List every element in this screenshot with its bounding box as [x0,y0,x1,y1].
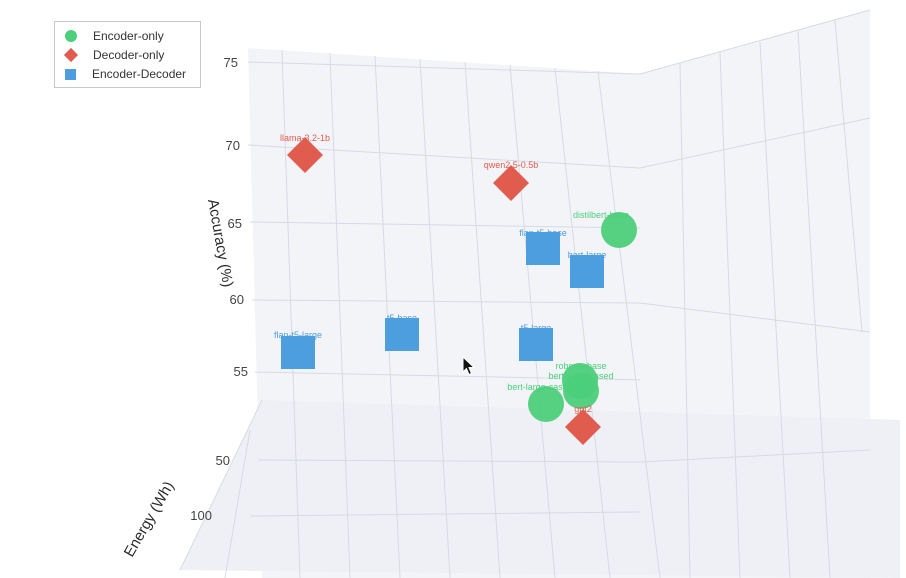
diamond-marker-icon [63,47,79,63]
arrow-pointer-icon [462,356,476,376]
accuracy-ticks: 75 70 65 60 55 50 100 [190,55,248,523]
diamond-point-qwen2.5-0.5b[interactable] [493,165,529,201]
point-label: bert-base-cased [548,371,613,381]
circle-point-bert-base-cased[interactable] [563,373,599,409]
point-label: flan-t5-large [274,330,322,340]
point-label: roberta-base [555,361,606,371]
diamond-point-gpt2[interactable] [565,409,601,445]
accuracy-tick: 70 [226,138,240,153]
legend-item-encoder-decoder[interactable]: Encoder-Decoder [65,65,186,83]
point-label: bert-large-cased [507,382,573,392]
accuracy-tick: 50 [216,453,230,468]
point-label: t5-base [387,313,417,323]
square-point-flan-t5-large[interactable] [281,336,315,369]
square-marker-icon [65,68,76,80]
accuracy-tick: 75 [224,55,238,70]
point-label: gpt2 [574,404,592,414]
floor-pane [180,400,900,578]
circle-point-distilbert-base[interactable] [601,212,637,248]
legend-item-encoder-only[interactable]: Encoder-only [65,27,164,45]
point-label: qwen2.5-0.5b [484,160,539,170]
accuracy-tick: 60 [230,292,244,307]
legend-item-decoder-only[interactable]: Decoder-only [63,46,165,64]
legend-label: Encoder-only [93,29,164,43]
accuracy-tick: 65 [228,216,242,231]
legend-label: Decoder-only [93,48,165,62]
data-markers [281,137,637,445]
circle-marker-icon [65,30,77,42]
point-label: t5-large [521,323,552,333]
point-label: llama-3.2-1b [280,133,330,143]
square-point-flan-t5-base[interactable] [526,232,560,265]
point-label: bart-large [568,250,607,260]
circle-point-bert-large-cased[interactable] [528,386,564,422]
energy-axis-title: Energy (Wh) [121,479,178,560]
accuracy-tick: 55 [234,364,248,379]
energy-tick: 100 [190,508,212,523]
square-point-bart-large[interactable] [570,255,604,288]
accuracy-axis-title: Accuracy (%) [204,198,236,289]
data-labels: distilbert-base roberta-basebert-base-cas… [274,133,629,414]
diamond-point-llama-3.2-1b[interactable] [287,137,323,173]
square-point-t5-base[interactable] [385,318,419,351]
point-label: distilbert-base [573,210,629,220]
grid-lines [179,9,871,578]
point-label: flan-t5-base [519,228,567,238]
square-point-t5-large[interactable] [519,328,553,361]
legend[interactable]: Encoder-only Decoder-only Encoder-Decode… [54,21,201,88]
legend-label: Encoder-Decoder [92,67,187,81]
